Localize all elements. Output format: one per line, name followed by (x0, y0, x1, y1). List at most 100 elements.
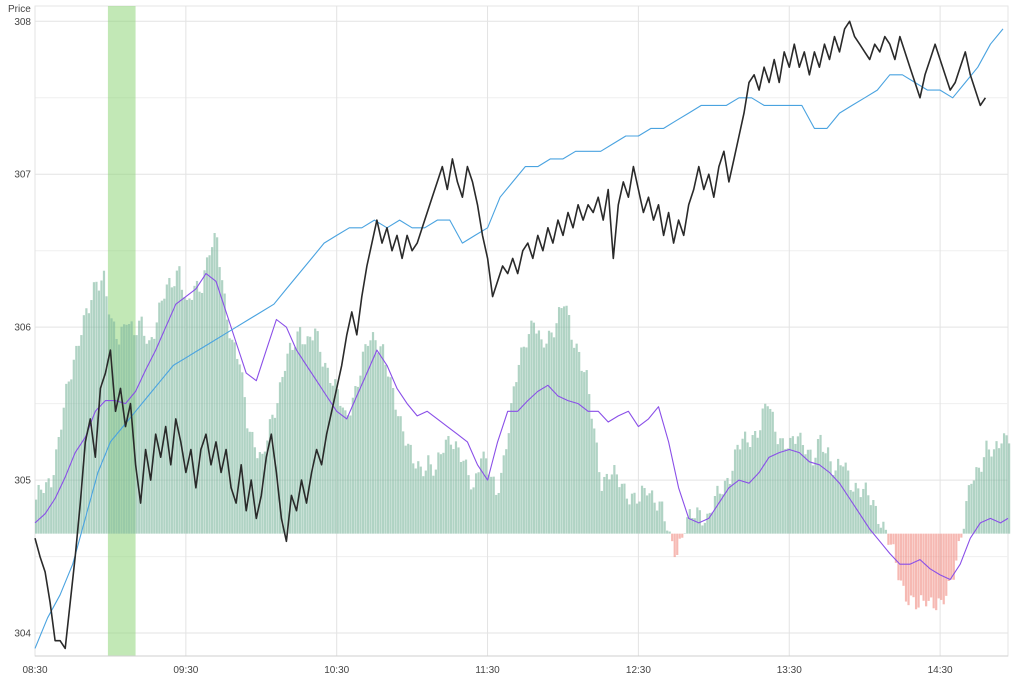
histogram-bar-positive (462, 460, 465, 534)
histogram-bar-positive (148, 340, 151, 534)
histogram-bar-positive (620, 483, 624, 534)
histogram-bar-negative (907, 533, 910, 606)
histogram-bar-positive (799, 432, 802, 534)
histogram-bar-positive (359, 375, 362, 534)
histogram-bar-positive (997, 448, 1001, 534)
histogram-bar-positive (296, 331, 299, 534)
histogram-bar-positive (869, 505, 872, 534)
y-tick-label: 307 (14, 170, 31, 181)
histogram-bar-positive (77, 345, 80, 534)
histogram-bar-positive (844, 462, 847, 534)
histogram-bar-positive (756, 437, 759, 534)
histogram-bar-positive (862, 488, 865, 534)
histogram-bar-positive (452, 449, 455, 534)
histogram-bar-positive (160, 300, 163, 534)
histogram-bar-positive (163, 298, 166, 534)
histogram-bar-positive (281, 376, 284, 534)
histogram-bar-positive (608, 479, 611, 534)
histogram-bar-positive (505, 449, 508, 534)
histogram-bar-positive (550, 332, 553, 534)
histogram-bar-positive (711, 512, 714, 534)
histogram-bar-positive (1000, 443, 1003, 534)
histogram-bar-positive (412, 463, 415, 534)
histogram-bar-negative (892, 533, 895, 545)
histogram-bar-negative (955, 533, 958, 561)
histogram-bar-positive (434, 469, 437, 534)
histogram-bar-positive (351, 397, 354, 534)
histogram-bar-positive (766, 406, 769, 534)
histogram-bar-positive (268, 419, 272, 534)
axes: 304 305 306 307 308 08:30 09:30 10:30 11:30 12:30… (14, 17, 1008, 676)
histogram-bar-positive (1008, 443, 1011, 534)
histogram-bar-positive (115, 338, 118, 534)
histogram-bar-positive (547, 330, 551, 534)
histogram-bar-positive (427, 455, 430, 534)
histogram-bar-positive (175, 270, 178, 534)
histogram-bar-negative (889, 533, 893, 545)
histogram-bar-positive (744, 431, 747, 534)
histogram-bar-positive (120, 326, 123, 534)
histogram-bar-positive (47, 478, 50, 534)
histogram-bar-positive (314, 328, 317, 534)
histogram-bar-positive (980, 471, 983, 534)
histogram-bar-negative (930, 533, 933, 598)
histogram-bar-negative (902, 533, 905, 586)
histogram-bar-positive (208, 255, 211, 534)
histogram-bar-positive (444, 439, 448, 534)
y-tick-label: 305 (14, 476, 31, 487)
histogram-bar-positive (852, 491, 855, 534)
histogram-bar-negative (676, 533, 679, 555)
histogram-bar-positive (52, 475, 55, 534)
histogram-bar-positive (319, 351, 322, 534)
histogram-bar-positive (796, 436, 800, 534)
histogram-bar-positive (821, 451, 825, 534)
histogram-bar-positive (293, 347, 297, 534)
histogram-bar-positive (153, 338, 156, 534)
histogram-bar-positive (1005, 435, 1008, 534)
histogram-bar-positive (716, 485, 719, 534)
histogram-bar-positive (580, 370, 583, 534)
histogram-bar-positive (638, 501, 641, 534)
histogram-bar-positive (437, 452, 440, 534)
histogram-bar-positive (369, 340, 372, 534)
histogram-bar-positive (379, 346, 382, 534)
x-tick-label: 12:30 (626, 665, 651, 676)
histogram-bar-positive (336, 389, 339, 534)
histogram-bar-positive (515, 382, 518, 534)
histogram-bar-positive (728, 483, 732, 534)
histogram-bar-positive (520, 347, 523, 534)
histogram-bar-positive (774, 431, 777, 534)
histogram-bar-positive (510, 403, 513, 534)
histogram-bar-positive (474, 473, 478, 534)
histogram-bar-positive (112, 321, 116, 534)
histogram-bar-positive (849, 490, 852, 534)
histogram-bar-positive (864, 482, 867, 534)
histogram-bar-positive (188, 298, 191, 534)
histogram-bar-positive (105, 296, 108, 534)
histogram-bar-positive (180, 289, 184, 534)
histogram-bar-positive (467, 475, 470, 534)
histogram-bar-positive (170, 287, 173, 534)
histogram-bar-negative (922, 533, 925, 601)
histogram-bar-positive (736, 444, 739, 534)
histogram-bar-positive (977, 467, 981, 534)
histogram-bar-positive (203, 270, 206, 534)
histogram-bar-positive (804, 454, 807, 534)
histogram-bar-positive (407, 443, 410, 534)
histogram-bar-positive (339, 405, 342, 534)
histogram-bar-positive (975, 467, 978, 534)
histogram-bar-positive (469, 489, 473, 534)
histogram-bar-positive (779, 438, 782, 534)
histogram-bar-positive (276, 403, 279, 534)
histogram-bar-positive (447, 436, 450, 534)
histogram-bar-positive (392, 387, 395, 534)
histogram-bar-negative (952, 533, 955, 580)
histogram-bar-positive (185, 299, 189, 534)
x-tick-label: 10:30 (324, 665, 349, 676)
histogram-bar-positive (258, 452, 261, 534)
histogram-bar-positive (82, 315, 85, 534)
histogram-bar-negative (937, 533, 940, 599)
y-tick-label: 304 (14, 629, 31, 640)
histogram-bar-negative (671, 533, 674, 542)
histogram-bar-negative (909, 533, 913, 596)
